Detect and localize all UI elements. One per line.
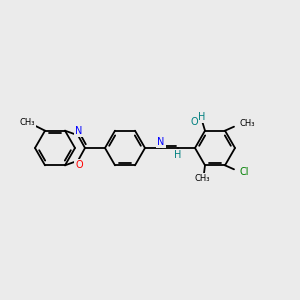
Text: O: O [75, 160, 83, 170]
Text: CH₃: CH₃ [19, 118, 35, 127]
Text: Cl: Cl [240, 167, 250, 177]
Text: CH₃: CH₃ [194, 174, 210, 183]
Text: N: N [157, 137, 165, 147]
Text: H: H [198, 112, 206, 122]
Text: O: O [190, 117, 198, 127]
Text: CH₃: CH₃ [239, 119, 254, 128]
Text: H: H [174, 150, 182, 160]
Text: N: N [75, 126, 83, 136]
